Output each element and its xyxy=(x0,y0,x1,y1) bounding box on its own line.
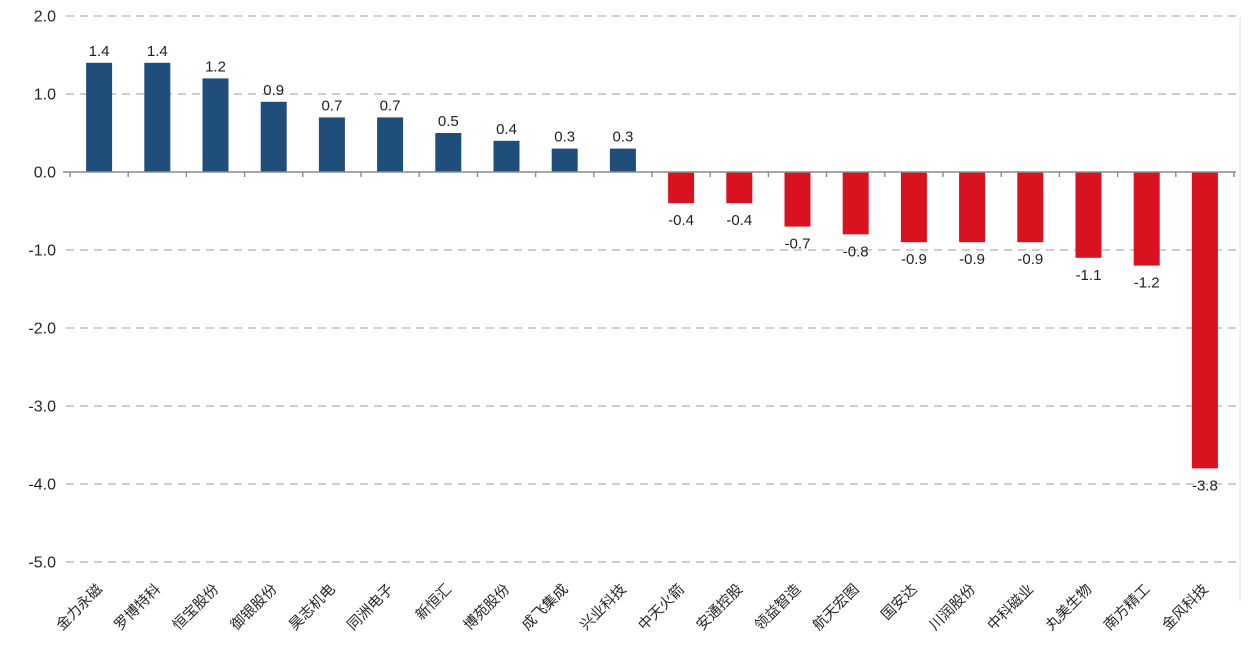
bar xyxy=(959,172,986,243)
category-label: 领益智造 xyxy=(751,580,804,633)
category-label: 成飞集成 xyxy=(518,581,571,634)
value-label: -1.1 xyxy=(1076,267,1102,284)
category-label: 博苑股份 xyxy=(460,580,513,633)
bar xyxy=(144,62,171,172)
value-label: -0.9 xyxy=(901,251,927,268)
y-axis-label: -2.0 xyxy=(28,321,56,338)
category-label: 兴业科技 xyxy=(577,581,630,634)
bar xyxy=(784,172,811,227)
value-label: 1.4 xyxy=(147,43,168,60)
category-label: 中科磁业 xyxy=(984,581,1037,634)
value-label: -1.2 xyxy=(1134,275,1160,292)
value-label: -0.4 xyxy=(726,212,752,229)
bar xyxy=(202,78,229,172)
category-label: 川润股份 xyxy=(926,580,979,633)
bar xyxy=(668,172,695,204)
value-label: -0.4 xyxy=(668,212,694,229)
category-label: 中天火箭 xyxy=(634,580,688,634)
value-label: -3.8 xyxy=(1192,477,1218,494)
y-axis-label: -3.0 xyxy=(28,399,56,416)
value-label: 0.5 xyxy=(438,113,459,130)
bar xyxy=(493,140,520,172)
bar xyxy=(551,148,578,172)
category-label: 航天宏图 xyxy=(809,581,862,634)
value-label: -0.9 xyxy=(959,251,985,268)
category-label: 同洲电子 xyxy=(344,581,397,634)
y-axis-label: -5.0 xyxy=(28,555,56,572)
category-label: 南方精工 xyxy=(1100,581,1153,634)
y-axis-label: 0.0 xyxy=(34,165,56,182)
bar xyxy=(1191,172,1218,469)
bar xyxy=(318,117,345,172)
value-label: -0.8 xyxy=(843,243,869,260)
category-label: 罗博特科 xyxy=(111,581,164,634)
category-label: 丸美生物 xyxy=(1042,581,1095,634)
y-axis-label: 2.0 xyxy=(34,9,56,26)
category-label: 御银股份 xyxy=(227,580,280,633)
y-axis-label: 1.0 xyxy=(34,87,56,104)
value-label: 0.4 xyxy=(496,121,517,138)
value-label: -0.7 xyxy=(785,236,811,253)
category-label: 新恒汇 xyxy=(412,581,455,624)
value-label: 0.7 xyxy=(380,97,401,114)
y-axis-label: -4.0 xyxy=(28,477,56,494)
bar xyxy=(86,62,113,172)
bar xyxy=(1017,172,1044,243)
bar xyxy=(842,172,869,235)
bar xyxy=(726,172,753,204)
bar xyxy=(1133,172,1160,266)
category-label: 金风科技 xyxy=(1159,581,1212,634)
category-label: 安通控股 xyxy=(693,581,746,634)
bar xyxy=(377,117,404,172)
y-axis-label: -1.0 xyxy=(28,243,56,260)
category-label: 国安达 xyxy=(878,581,921,624)
bar xyxy=(1075,172,1102,258)
value-label: -0.9 xyxy=(1017,251,1043,268)
value-label: 0.3 xyxy=(554,129,575,146)
value-label: 1.4 xyxy=(89,43,110,60)
category-label: 昊志机电 xyxy=(286,581,339,634)
bar xyxy=(609,148,636,172)
category-label: 恒宝股份 xyxy=(169,580,222,633)
value-label: 0.7 xyxy=(321,97,342,114)
value-label: 0.3 xyxy=(612,129,633,146)
value-label: 0.9 xyxy=(263,82,284,99)
value-label: 1.2 xyxy=(205,58,226,75)
bar xyxy=(435,133,462,172)
bar xyxy=(260,101,287,172)
bar xyxy=(900,172,927,243)
category-label: 金力永磁 xyxy=(53,580,106,633)
